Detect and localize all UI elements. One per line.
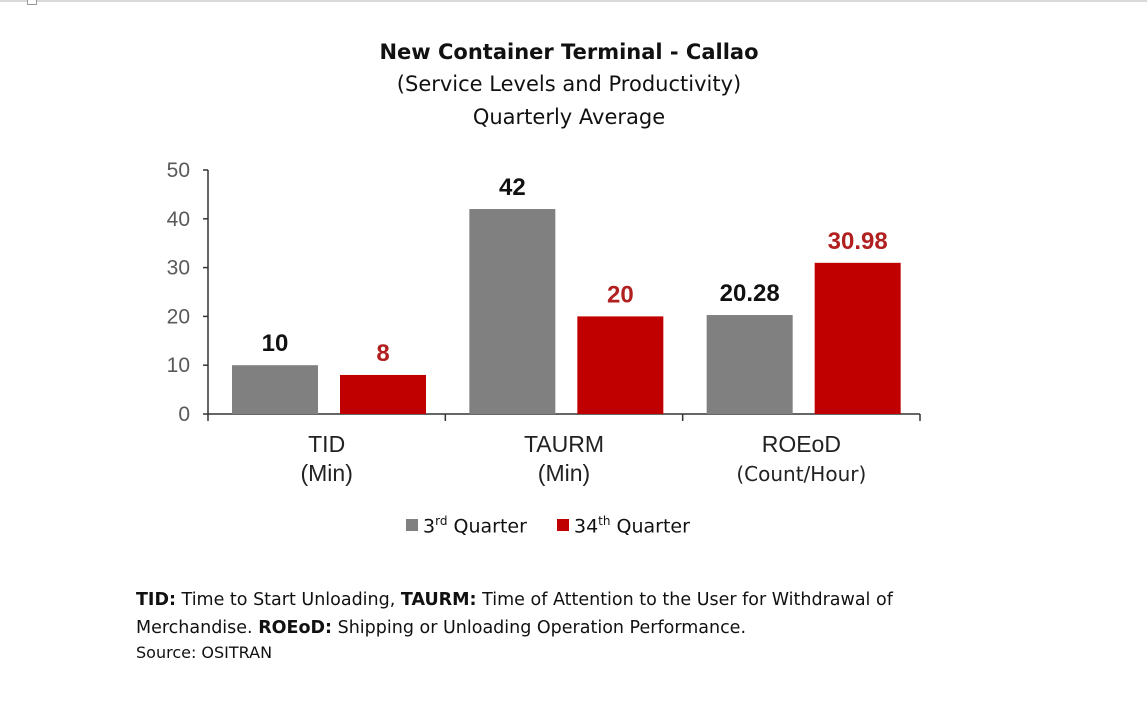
chart-title: New Container Terminal - Callao xyxy=(379,40,759,64)
legend-item-series-1: 3rd Quarter xyxy=(406,514,527,537)
data-label: 30.98 xyxy=(828,228,888,255)
note-def-roeod: Shipping or Unloading Operation Performa… xyxy=(332,618,747,638)
data-label: 10 xyxy=(262,330,289,357)
legend-label-sup-2: th xyxy=(598,514,611,528)
data-label: 8 xyxy=(376,340,389,367)
note-def-taurm: Time of Attention to the User for Withdr… xyxy=(476,590,893,610)
x-category-label: ROEoD xyxy=(762,431,841,457)
window-top-border xyxy=(0,0,1147,2)
chart-titles: New Container Terminal - Callao (Service… xyxy=(0,36,1138,134)
note-term-tid: TID: xyxy=(136,590,176,610)
legend-item-series-2: 34th Quarter xyxy=(556,514,690,538)
note-term-taurm: TAURM: xyxy=(400,590,477,610)
chart-legend: 3rd Quarter 34th Quarter xyxy=(0,514,1096,537)
data-label: 20 xyxy=(607,281,634,308)
footnote-line-1: TID: Time to Start Unloading, TAURM: Tim… xyxy=(136,586,956,614)
legend-label-base-1: 3 xyxy=(423,515,436,538)
y-tick-label: 10 xyxy=(167,354,190,377)
legend-label-rest-2: Quarter xyxy=(610,515,690,538)
x-category-unit: (Min) xyxy=(538,460,590,486)
source-note: Source: OSITRAN xyxy=(136,643,273,662)
y-tick-label: 20 xyxy=(167,305,190,328)
bar-1 xyxy=(706,315,793,414)
bar-2 xyxy=(340,374,426,414)
footnote-line-2: Merchandise. ROEoD: Shipping or Unloadin… xyxy=(136,614,956,642)
chart-subtitle-line-2: Quarterly Average xyxy=(472,105,666,129)
bar-2 xyxy=(577,316,664,414)
x-category-label: TID xyxy=(308,431,345,457)
note-def-tid: Time to Start Unloading, xyxy=(175,590,401,610)
x-category-unit: (Min) xyxy=(300,460,352,486)
bar-2 xyxy=(814,262,901,414)
x-category-label: TAURM xyxy=(524,431,604,457)
legend-label-sup-1: rd xyxy=(435,514,448,528)
y-tick-label: 30 xyxy=(167,257,190,280)
chart-subtitle-line-1: (Service Levels and Productivity) xyxy=(396,72,742,96)
legend-swatch-series-1 xyxy=(406,519,419,532)
legend-label-rest-1: Quarter xyxy=(447,515,527,538)
legend-label-base-2: 34 xyxy=(573,515,599,538)
x-category-unit: (Count/Hour) xyxy=(736,462,866,486)
legend-swatch-series-2 xyxy=(556,519,569,532)
data-label: 20.28 xyxy=(720,280,780,307)
footnotes: TID: Time to Start Unloading, TAURM: Tim… xyxy=(136,586,956,664)
data-label: 42 xyxy=(499,174,526,201)
window-corner-mark xyxy=(27,0,37,5)
y-tick-label: 40 xyxy=(167,208,190,231)
bar-1 xyxy=(232,365,318,414)
y-tick-label: 0 xyxy=(178,403,190,426)
note-def-taurm-cont: Merchandise. xyxy=(136,618,259,638)
y-tick-label: 50 xyxy=(167,159,190,182)
note-term-roeod: ROEoD: xyxy=(258,618,333,638)
bar-1 xyxy=(469,209,556,414)
